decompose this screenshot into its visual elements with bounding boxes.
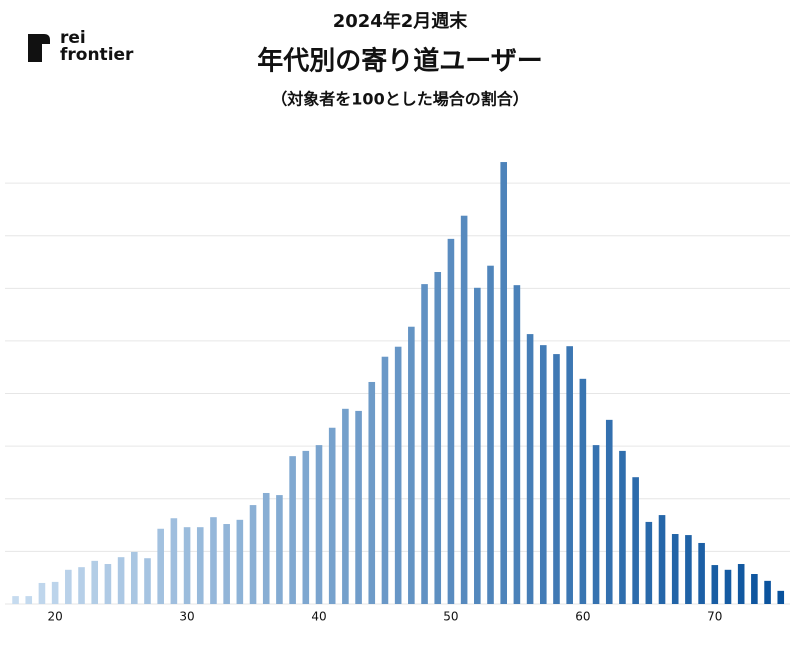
bar xyxy=(605,419,613,604)
bar xyxy=(25,596,33,604)
bar xyxy=(78,567,85,604)
bar xyxy=(553,354,560,604)
bar xyxy=(276,495,283,604)
x-tick-label: 60 xyxy=(575,610,590,624)
logo-text: rei xyxy=(60,28,86,48)
bar xyxy=(210,517,217,604)
bar xyxy=(474,287,481,604)
bar xyxy=(130,551,138,604)
chart-supertitle: 2024年2月週末 xyxy=(333,10,469,32)
bar xyxy=(671,534,679,604)
bar xyxy=(539,345,547,604)
bar xyxy=(342,408,349,604)
bar xyxy=(236,519,244,604)
bar xyxy=(302,450,310,604)
bar xyxy=(65,569,72,604)
bar xyxy=(170,518,178,604)
bar xyxy=(751,574,758,604)
bar xyxy=(91,560,99,604)
bar xyxy=(513,285,521,604)
bar xyxy=(394,346,402,604)
bar xyxy=(487,265,494,604)
bar xyxy=(262,492,270,604)
logo: rei frontier xyxy=(28,28,134,65)
bar xyxy=(526,334,534,604)
bar xyxy=(632,477,639,604)
logo-mark xyxy=(28,34,50,62)
bar xyxy=(447,238,455,604)
bar xyxy=(381,356,389,604)
bar xyxy=(38,582,46,604)
bar xyxy=(434,272,442,604)
bar xyxy=(157,528,164,604)
x-tick-label: 40 xyxy=(311,610,326,624)
bar xyxy=(737,564,745,604)
x-tick-label: 70 xyxy=(707,610,722,624)
bar xyxy=(619,450,626,604)
chart-subtitle: （対象者を100とした場合の割合） xyxy=(271,90,528,109)
bar xyxy=(368,381,376,604)
bar xyxy=(711,565,719,604)
bar xyxy=(421,284,428,604)
bar xyxy=(117,557,125,604)
bar xyxy=(685,535,692,604)
logo-text: frontier xyxy=(60,45,134,65)
bar xyxy=(658,515,666,604)
bar xyxy=(579,378,587,604)
bar xyxy=(315,445,323,604)
bar xyxy=(724,569,732,604)
bar xyxy=(500,162,508,604)
bar xyxy=(144,558,151,604)
bar xyxy=(566,346,573,604)
bar xyxy=(249,505,257,604)
x-tick-label: 20 xyxy=(47,610,62,624)
bar xyxy=(698,542,705,604)
x-tick-label: 30 xyxy=(179,610,194,624)
bar xyxy=(104,564,112,604)
bar xyxy=(183,527,191,604)
bar xyxy=(408,326,415,604)
bar xyxy=(645,521,653,604)
bar xyxy=(51,581,59,604)
bar xyxy=(777,590,785,604)
bar xyxy=(355,410,362,604)
bar xyxy=(460,215,468,604)
bar xyxy=(328,427,336,604)
bar xyxy=(223,524,230,604)
bar xyxy=(196,527,204,604)
chart-title: 年代別の寄り道ユーザー xyxy=(257,46,542,77)
bar xyxy=(289,456,296,604)
x-tick-label: 50 xyxy=(443,610,458,624)
bar xyxy=(592,445,600,604)
bar xyxy=(764,580,771,604)
bar xyxy=(12,596,19,604)
